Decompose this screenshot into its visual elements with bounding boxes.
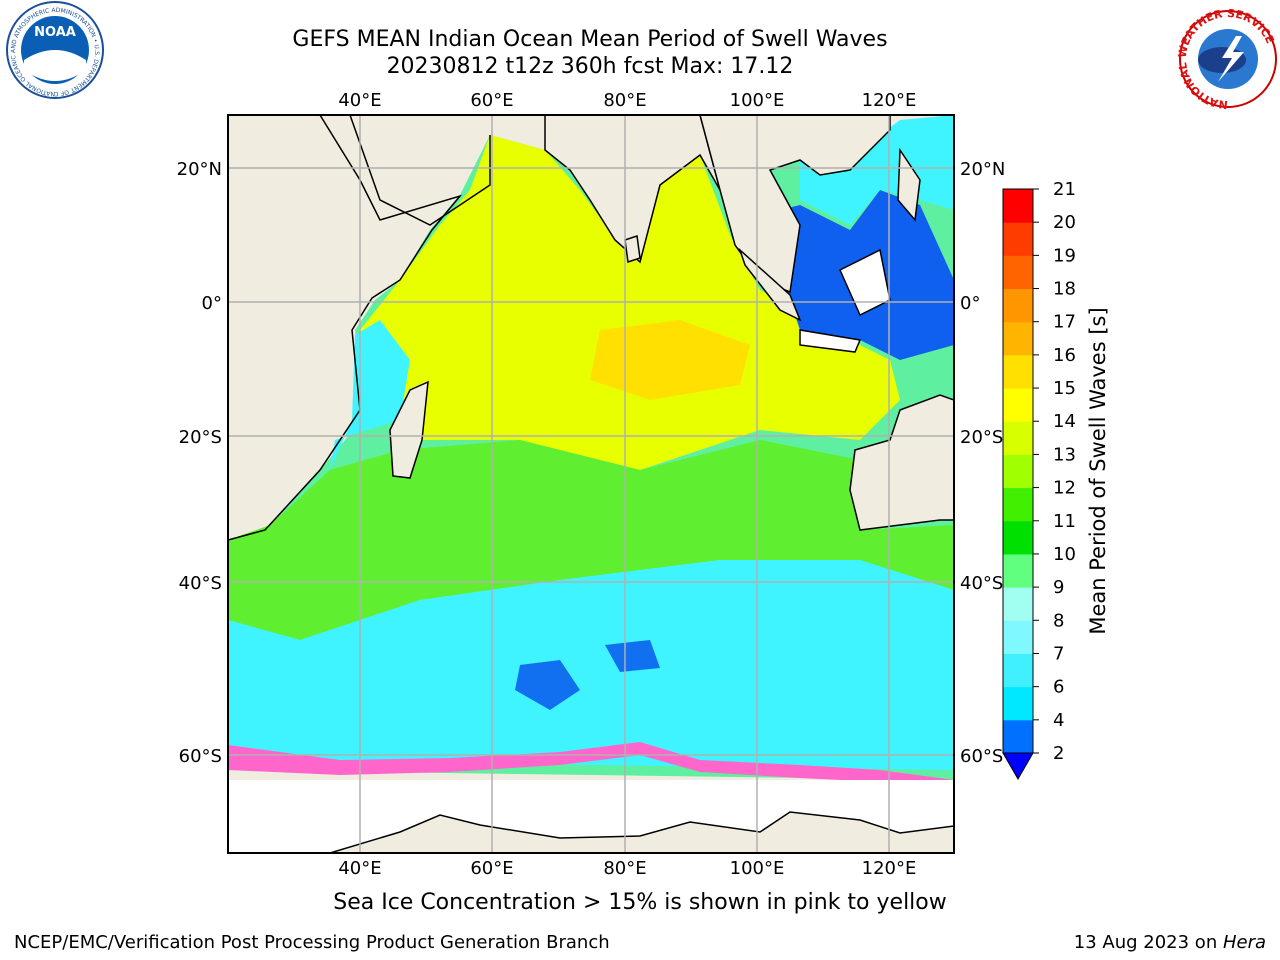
antarctica-land <box>329 811 954 853</box>
africa-coast <box>228 115 463 541</box>
lon-tick-bottom: 80°E <box>603 858 646 879</box>
lat-ticks-right: 20°N 0° 20°S 40°S 60°S <box>960 159 1005 767</box>
sea-ice-band <box>228 742 954 792</box>
colorbar-tick-label: 6 <box>1053 677 1064 698</box>
colorbar-tick-label: 11 <box>1053 511 1076 532</box>
colorbar: 2 4 6 7 8 9 10 11 12 13 14 15 16 17 18 19 20 21 <box>1002 179 1076 781</box>
map-grid <box>228 115 954 853</box>
colorbar-tick-label: 15 <box>1053 378 1076 399</box>
colorbar-tick-label: 21 <box>1053 179 1076 200</box>
colorbar-tick-label: 9 <box>1053 577 1064 598</box>
colorbar-tick-label: 12 <box>1053 478 1076 499</box>
colorbar-frame <box>1002 188 1034 754</box>
colorbar-tick-label: 10 <box>1053 544 1076 565</box>
australia <box>849 394 954 531</box>
colorbar-bin <box>1003 421 1033 455</box>
lon-tick-bottom: 40°E <box>338 858 381 879</box>
colorbar-under-arrow <box>1002 752 1034 781</box>
lat-ticks-left: 20°N 0° 20°S 40°S 60°S <box>177 159 222 767</box>
blue-patch-central <box>605 640 660 672</box>
lon-tick-top: 40°E <box>338 90 381 111</box>
colorbar-tick-label: 2 <box>1053 743 1064 764</box>
lon-tick-top: 120°E <box>862 90 917 111</box>
noaa-logo-text: NOAA <box>34 25 76 40</box>
lon-tick-bottom: 120°E <box>862 858 917 879</box>
sea-ice-caption: Sea Ice Concentration > 15% is shown in … <box>333 890 947 915</box>
noaa-logo: NATIONAL OCEANIC AND ATMOSPHERIC ADMINIS… <box>0 0 104 99</box>
colorbar-bin <box>1003 487 1033 522</box>
chart-subtitle: 20230812 t12z 360h fcst Max: 17.12 <box>386 54 794 79</box>
colorbar-tick-label: 4 <box>1053 710 1064 731</box>
colorbar-bin <box>1003 189 1033 223</box>
lat-tick-left: 60°S <box>179 746 222 767</box>
cyan-band <box>228 560 954 770</box>
footer-date-text: 13 Aug 2023 on <box>1073 932 1223 953</box>
colorbar-tick-label: 17 <box>1053 312 1076 333</box>
java <box>799 329 862 353</box>
lon-tick-bottom: 60°E <box>470 858 513 879</box>
orange-core <box>590 320 750 400</box>
srilanka <box>624 235 641 263</box>
footer-date: 13 Aug 2023 on Hera <box>1074 932 1266 953</box>
green-band <box>228 440 954 640</box>
lat-tick-right: 20°N <box>960 159 1005 180</box>
nws-logo: NATIONAL WEATHER SERVICE <box>1176 7 1277 111</box>
map-frame <box>227 114 955 854</box>
colorbar-tick-label: 18 <box>1053 279 1076 300</box>
colorbar-bin <box>1003 653 1033 688</box>
colorbar-bin <box>1003 354 1033 389</box>
colorbar-tick-label: 7 <box>1053 643 1064 664</box>
colorbar-tick-label: 14 <box>1053 411 1076 432</box>
borneo <box>839 248 891 317</box>
colorbar-tick-label: 20 <box>1053 212 1076 233</box>
india-coast <box>544 115 721 264</box>
lat-tick-right: 20°S <box>960 427 1003 448</box>
colorbar-bin <box>1003 388 1033 422</box>
lon-tick-top: 60°E <box>470 90 513 111</box>
map-area <box>228 115 954 853</box>
colorbar-tick-label: 13 <box>1053 444 1076 465</box>
lat-tick-left: 40°S <box>179 573 222 594</box>
lat-tick-right: 60°S <box>960 746 1003 767</box>
colorbar-bin <box>1003 620 1033 654</box>
colorbar-bin <box>1003 454 1033 489</box>
lon-ticks-top: 40°E 60°E 80°E 100°E 120°E <box>338 90 916 111</box>
lat-tick-right: 40°S <box>960 573 1003 594</box>
colorbar-bin <box>1003 288 1033 323</box>
lat-tick-left: 0° <box>202 293 222 314</box>
colorbar-bin <box>1003 686 1033 721</box>
colorbar-tick-label: 8 <box>1053 610 1064 631</box>
colorbar-bin <box>1003 553 1033 588</box>
colorbar-label: Mean Period of Swell Waves [s] <box>1086 307 1110 634</box>
footer-host: Hera <box>1222 932 1266 953</box>
colorbar-bin <box>1003 587 1033 621</box>
footer-branch: NCEP/EMC/Verification Post Processing Pr… <box>14 932 610 953</box>
colorbar-tick-label: 16 <box>1053 345 1076 366</box>
colorbar-bin <box>1003 520 1033 555</box>
lon-tick-top: 100°E <box>730 90 785 111</box>
lat-tick-left: 20°N <box>177 159 222 180</box>
blue-patch-south <box>515 660 580 710</box>
chart-title: GEFS MEAN Indian Ocean Mean Period of Sw… <box>292 27 888 52</box>
lat-tick-right: 0° <box>960 293 980 314</box>
colorbar-bin <box>1003 255 1033 290</box>
lon-ticks-bottom: 40°E 60°E 80°E 100°E 120°E <box>338 858 916 879</box>
colorbar-bin <box>1003 321 1033 356</box>
cyan-mozambique <box>330 320 410 470</box>
colorbar-bin <box>1003 222 1033 256</box>
lon-tick-top: 80°E <box>603 90 646 111</box>
colorbar-tick-label: 19 <box>1053 245 1076 266</box>
lat-tick-left: 20°S <box>179 427 222 448</box>
lon-tick-bottom: 100°E <box>730 858 785 879</box>
colorbar-bin <box>1003 719 1033 754</box>
madagascar <box>389 380 429 479</box>
